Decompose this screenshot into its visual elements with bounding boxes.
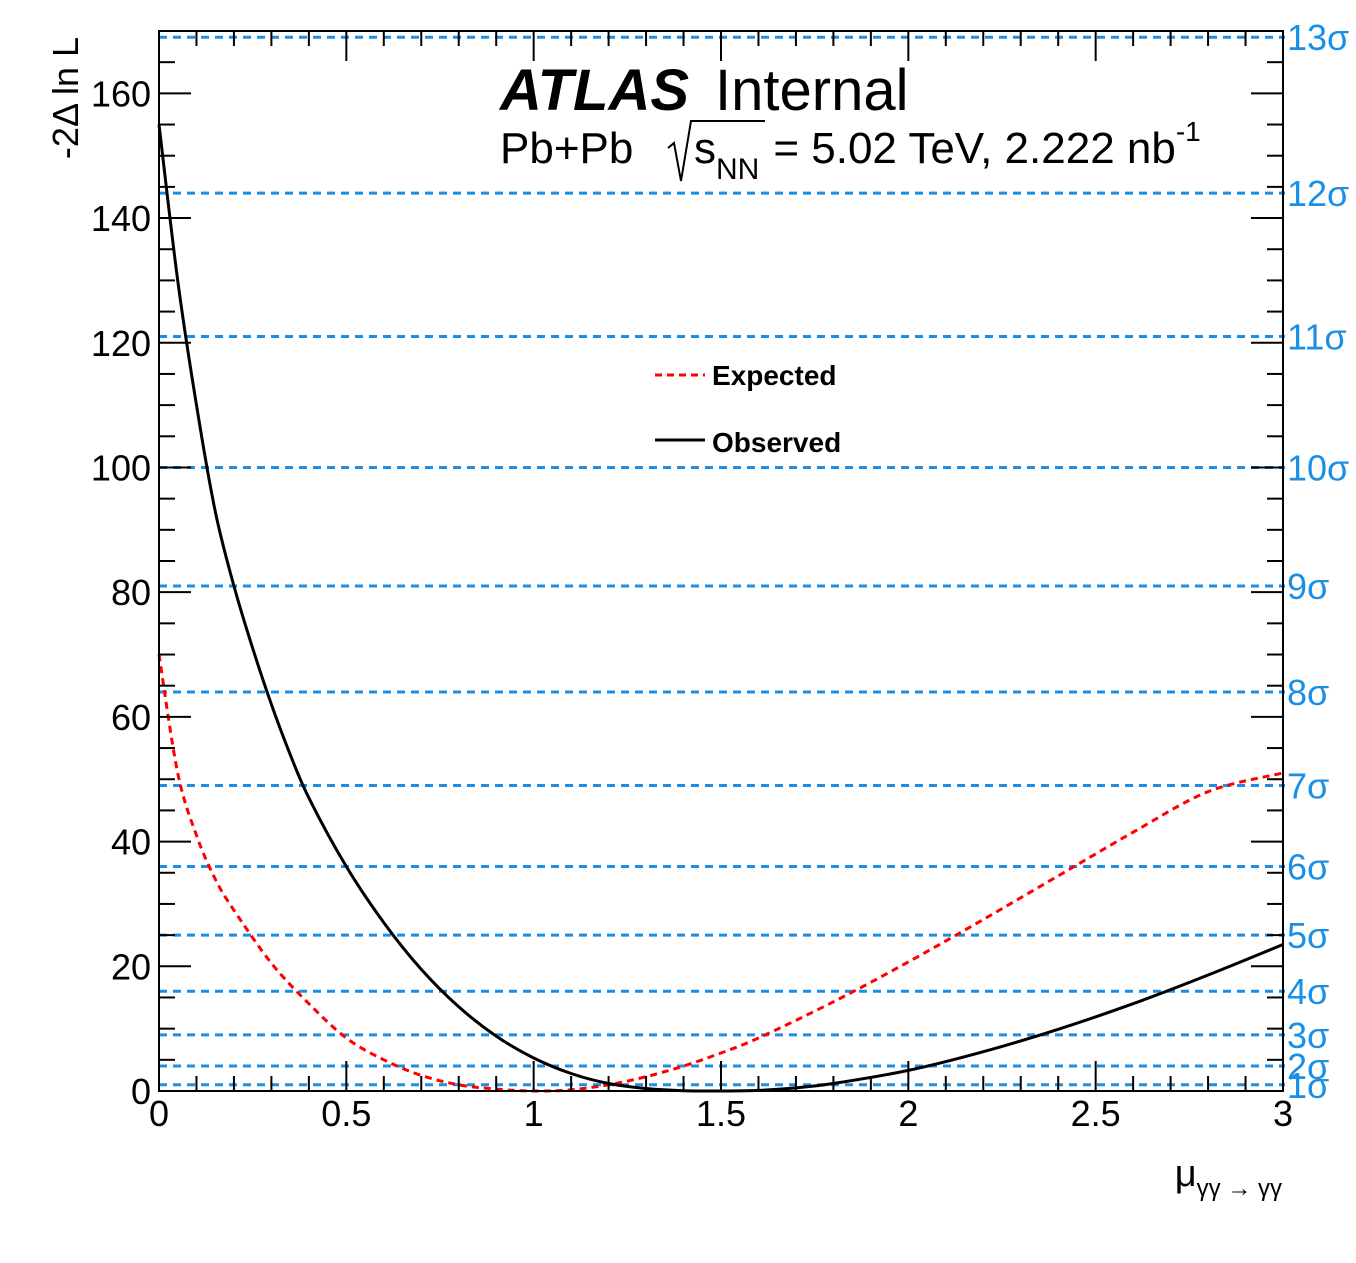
y-tick-label: 120 (91, 323, 151, 364)
plot-frame (158, 30, 1284, 1092)
series-observed-curve (157, 124, 1284, 1093)
legend-expected-label: Expected (712, 360, 837, 391)
y-tick-label: 60 (111, 697, 151, 738)
x-axis-title-main: μ (1175, 1153, 1197, 1195)
atlas-status: Internal (715, 58, 908, 123)
x-axis-title-sub: γγ → γγ (1197, 1175, 1282, 1202)
x-axis-title: μγγ → γγ (1175, 1153, 1282, 1202)
x-tick-label: 2 (898, 1093, 918, 1134)
sigma-label: 7σ (1287, 765, 1329, 806)
y-tick-label: 80 (111, 572, 151, 613)
atlas-experiment: ATLAS (498, 58, 689, 123)
sigma-label: 12σ (1287, 173, 1349, 214)
y-tick-label: 140 (91, 198, 151, 239)
sigma-label: 5σ (1287, 915, 1329, 956)
sigma-label: 9σ (1287, 566, 1329, 607)
sigma-label: 3σ (1287, 1015, 1329, 1056)
sigma-label: 10σ (1287, 447, 1349, 488)
collision-system: Pb+Pb (500, 124, 633, 173)
x-tick-label: 0 (149, 1093, 169, 1134)
x-tick-label: 1.5 (696, 1093, 746, 1134)
sigma-label: 6σ (1287, 847, 1329, 888)
x-tick-label: 1 (524, 1093, 544, 1134)
x-tick-labels: 0 0.5 1 1.5 2 2.5 3 (149, 1093, 1293, 1134)
y-axis-title: -2Δ ln L (45, 37, 86, 159)
legend-observed-label: Observed (712, 427, 841, 458)
lumi-exponent: -1 (1176, 116, 1201, 147)
sigma-label: 11σ (1287, 317, 1347, 358)
sigma-label: 4σ (1287, 971, 1329, 1012)
y-tick-label: 20 (111, 946, 151, 987)
collision-energy: sNN = 5.02 TeV, 2.222 nb-1 (694, 116, 1201, 186)
energy-subscript: NN (716, 153, 759, 186)
atlas-label: ATLAS Internal (498, 58, 908, 123)
y-tick-labels: 0 20 40 60 80 100 120 140 160 (91, 73, 151, 1112)
sigma-label: 13σ (1287, 17, 1349, 58)
x-tick-label: 3 (1273, 1093, 1293, 1134)
sqrt-symbol (667, 120, 765, 182)
y-tick-label: 100 (91, 447, 151, 488)
x-tick-label: 2.5 (1071, 1093, 1121, 1134)
y-tick-label: 160 (91, 73, 151, 114)
y-tick-label: 0 (131, 1071, 151, 1112)
legend: Expected Observed (655, 360, 841, 458)
sigma-label: 2σ (1287, 1046, 1329, 1087)
sigma-label: 8σ (1287, 672, 1329, 713)
energy-symbol: s (694, 124, 716, 173)
y-tick-label: 40 (111, 822, 151, 863)
energy-value: = 5.02 TeV, 2.222 nb (773, 124, 1176, 173)
sigma-label: 1σ (1287, 1065, 1329, 1106)
x-tick-label: 0.5 (321, 1093, 371, 1134)
